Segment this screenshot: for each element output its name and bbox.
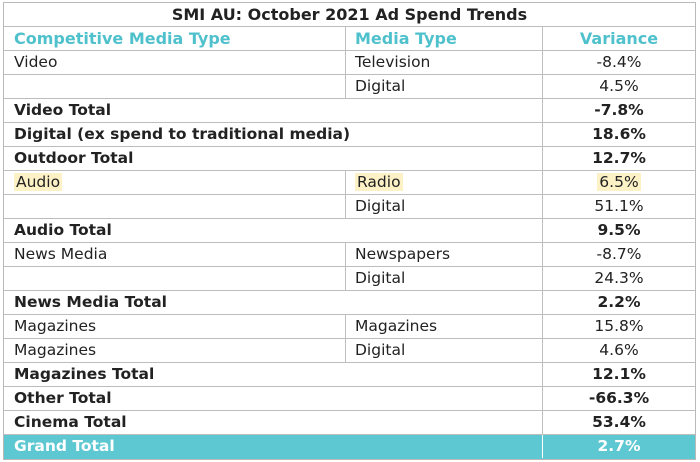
variance-cell: -8.7% [542,243,695,266]
total-label: Cinema Total [14,413,127,431]
total-row: News Media Total 2.2% [4,291,695,315]
table-row: Digital 24.3% [4,267,695,291]
competitive-media-type-cell [4,75,345,98]
total-label: Magazines Total [14,365,155,383]
variance-cell: -8.4% [542,51,695,74]
variance-cell: 6.5% [542,171,695,194]
total-row: Audio Total 9.5% [4,219,695,243]
total-label: Other Total [14,389,112,407]
grand-total-label: Grand Total [14,437,115,455]
media-type-cell: Television [345,51,542,74]
table-row: Digital 4.5% [4,75,695,99]
table-title: SMI AU: October 2021 Ad Spend Trends [171,5,528,24]
table-row-highlighted: Audio Radio 6.5% [4,171,695,195]
total-variance: -66.3% [542,387,695,410]
variance-cell: 24.3% [542,267,695,290]
grand-total-variance: 2.7% [542,435,695,458]
total-label: Digital (ex spend to traditional media) [14,125,351,143]
media-type-cell: Digital [345,195,542,218]
total-row: Magazines Total 12.1% [4,363,695,387]
variance-cell: 15.8% [542,315,695,338]
competitive-media-type-cell: News Media [14,245,108,263]
total-variance: 12.1% [542,363,695,386]
total-label: Audio Total [14,221,112,239]
total-variance: 2.2% [542,291,695,314]
total-row: Digital (ex spend to traditional media) … [4,123,695,147]
competitive-media-type-cell: Magazines [14,341,97,359]
total-variance: 18.6% [542,123,695,146]
media-type-cell: Digital [345,75,542,98]
title-row: SMI AU: October 2021 Ad Spend Trends [4,3,695,27]
media-type-cell: Newspapers [345,243,542,266]
competitive-media-type-cell: Magazines [14,317,97,335]
header-row: Competitive Media Type Media Type Varian… [4,27,695,51]
competitive-media-type-cell: Audio [4,171,345,194]
competitive-media-type-cell [4,195,345,218]
media-type-cell: Magazines [345,315,542,338]
table-row: Magazines Magazines 15.8% [4,315,695,339]
ad-spend-table: SMI AU: October 2021 Ad Spend Trends Com… [3,2,696,460]
variance-cell: 51.1% [542,195,695,218]
variance-cell: 4.6% [542,339,695,362]
total-label: Outdoor Total [14,149,134,167]
total-variance: 9.5% [542,219,695,242]
table-row: Video Television -8.4% [4,51,695,75]
total-label: Video Total [14,101,112,119]
header-media-type: Media Type [345,27,542,50]
highlighted-text: 6.5% [597,173,641,191]
table-row: News Media Newspapers -8.7% [4,243,695,267]
competitive-media-type-cell [4,267,345,290]
total-variance: 53.4% [542,411,695,434]
competitive-media-type-cell: Video [14,53,58,71]
highlighted-text: Radio [355,173,403,191]
header-variance: Variance [542,27,695,50]
media-type-cell: Digital [345,267,542,290]
table-row: Digital 51.1% [4,195,695,219]
highlighted-text: Audio [14,173,63,191]
total-row: Video Total -7.8% [4,99,695,123]
total-row: Cinema Total 53.4% [4,411,695,435]
total-row: Other Total -66.3% [4,387,695,411]
variance-cell: 4.5% [542,75,695,98]
total-label: News Media Total [14,293,167,311]
table-row: Magazines Digital 4.6% [4,339,695,363]
media-type-cell: Radio [345,171,542,194]
total-variance: 12.7% [542,147,695,170]
total-variance: -7.8% [542,99,695,122]
total-row: Outdoor Total 12.7% [4,147,695,171]
header-competitive-media-type: Competitive Media Type [14,29,231,48]
media-type-cell: Digital [345,339,542,362]
grand-total-row: Grand Total 2.7% [4,435,695,459]
